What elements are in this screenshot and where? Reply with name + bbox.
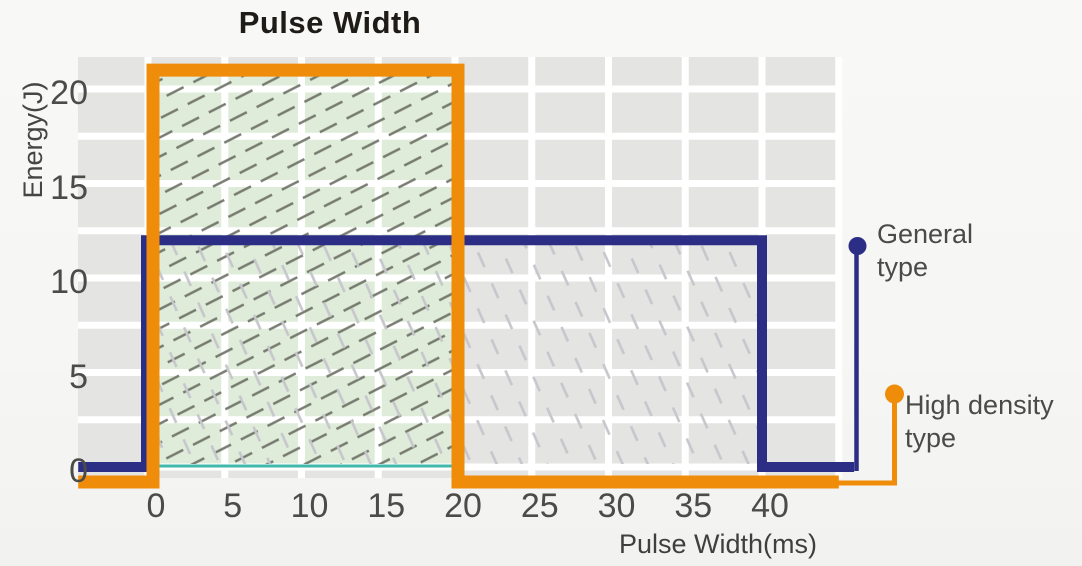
x-tick-label: 20 xyxy=(444,487,482,525)
high-density-type-legend-dot xyxy=(885,384,904,404)
x-tick-label: 5 xyxy=(223,487,243,525)
general-type-legend-dot xyxy=(848,237,867,255)
x-tick-label: 15 xyxy=(367,487,406,525)
x-axis-label: Pulse Width(ms) xyxy=(618,529,818,559)
high-density-type-trace xyxy=(78,63,839,489)
x-tick-label: 0 xyxy=(146,487,166,525)
high-density-type-legend-connector xyxy=(838,396,897,486)
x-tick-label: 30 xyxy=(597,487,636,525)
x-tick-label: 25 xyxy=(520,487,559,525)
x-tick-label: 40 xyxy=(751,487,789,525)
y-tick-label: 10 xyxy=(50,263,88,301)
legend-label-high-density-type: High density type xyxy=(905,390,1054,453)
chart-title: Pulse Width xyxy=(238,5,422,40)
legend-label-general-type: General type xyxy=(877,219,974,282)
y-tick-label: 20 xyxy=(50,74,88,112)
y-tick-label: 0 xyxy=(69,452,88,490)
x-tick-label: 35 xyxy=(674,487,713,525)
x-tick-label: 10 xyxy=(290,487,329,525)
y-tick-label: 5 xyxy=(69,357,88,396)
y-tick-label: 15 xyxy=(50,168,88,207)
